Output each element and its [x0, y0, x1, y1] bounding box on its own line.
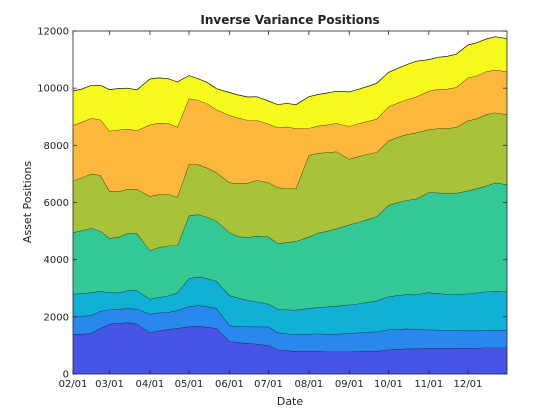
- y-tick-label: 6000: [44, 198, 69, 209]
- area-series-4: [73, 182, 507, 310]
- stacked-areas: [72, 36, 508, 374]
- x-tick-label: 08/01: [294, 379, 323, 390]
- area-series-5: [73, 112, 507, 251]
- x-tick-label: 03/01: [95, 379, 124, 390]
- y-axis-label: Asset Positions: [21, 161, 34, 243]
- x-tick-label: 07/01: [254, 379, 283, 390]
- y-tick-label: 2000: [44, 312, 69, 323]
- x-tick-label: 11/01: [414, 379, 443, 390]
- x-tick-label: 02/01: [59, 379, 88, 390]
- x-tick-label: 06/01: [215, 379, 244, 390]
- x-tick-label: 12/01: [453, 379, 482, 390]
- area-series-7: [73, 36, 507, 132]
- chart-title: Inverse Variance Positions: [200, 13, 379, 27]
- y-axis: 0 2000 4000 6000 8000 10000 12000: [37, 27, 507, 381]
- area-series-1: [73, 322, 507, 374]
- area-series-2: [73, 305, 507, 352]
- x-axis: 02/01 03/01 04/01 05/01 06/01 07/01 08/01 09/01…: [59, 31, 482, 390]
- x-tick-label: 09/01: [335, 379, 364, 390]
- x-tick-label: 10/01: [374, 379, 403, 390]
- area-series-6: [73, 69, 507, 198]
- y-tick-label: 8000: [44, 141, 69, 152]
- x-tick-label: 04/01: [135, 379, 164, 390]
- x-axis-label: Date: [277, 395, 304, 408]
- y-tick-label: 10000: [37, 84, 69, 95]
- area-series-3: [73, 276, 507, 335]
- y-tick-label: 0: [63, 370, 69, 381]
- x-tick-label: 05/01: [175, 379, 204, 390]
- y-tick-label: 12000: [37, 27, 69, 38]
- series-7-boundary-line: [72, 36, 508, 106]
- y-tick-label: 4000: [44, 255, 69, 266]
